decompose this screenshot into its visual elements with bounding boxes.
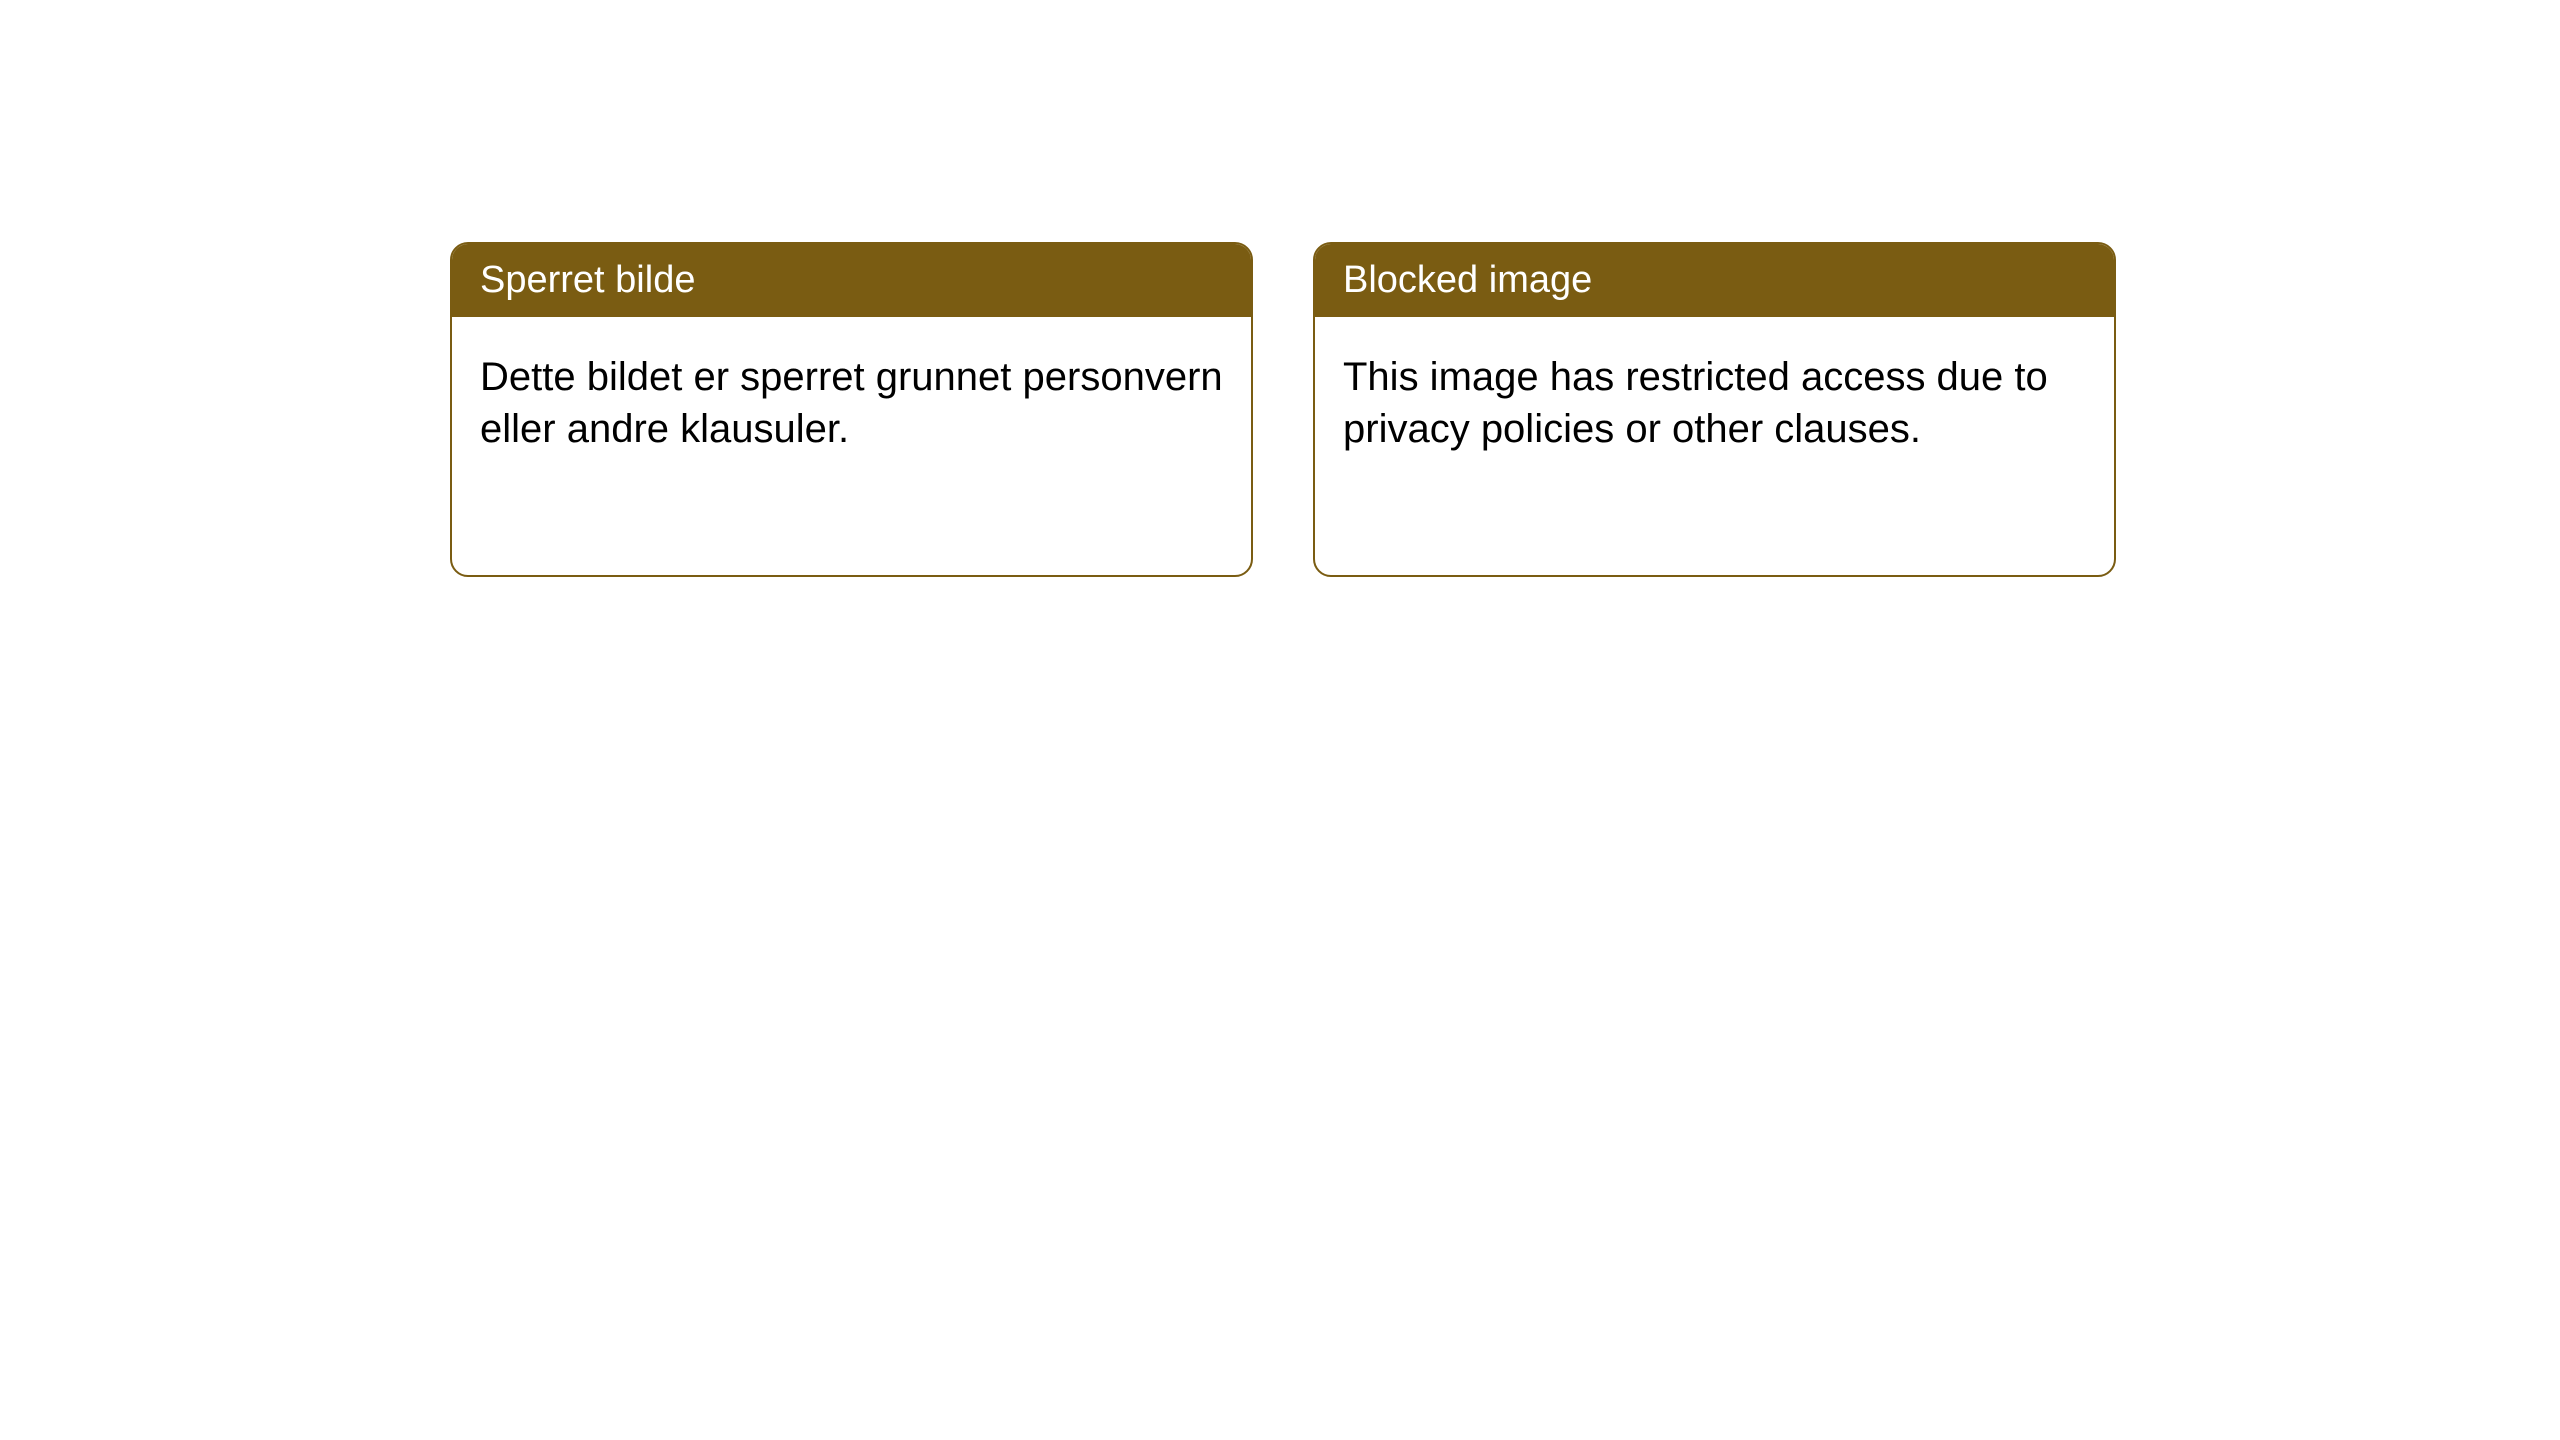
notice-cards-container: Sperret bilde Dette bildet er sperret gr… [450, 242, 2116, 577]
card-body: This image has restricted access due to … [1315, 317, 2114, 489]
card-header: Blocked image [1315, 244, 2114, 317]
card-body: Dette bildet er sperret grunnet personve… [452, 317, 1251, 489]
card-header-text: Sperret bilde [480, 259, 695, 301]
notice-card-english: Blocked image This image has restricted … [1313, 242, 2116, 577]
card-header: Sperret bilde [452, 244, 1251, 317]
notice-card-norwegian: Sperret bilde Dette bildet er sperret gr… [450, 242, 1253, 577]
card-header-text: Blocked image [1343, 259, 1592, 301]
card-body-text: This image has restricted access due to … [1343, 355, 2048, 451]
card-body-text: Dette bildet er sperret grunnet personve… [480, 355, 1223, 451]
